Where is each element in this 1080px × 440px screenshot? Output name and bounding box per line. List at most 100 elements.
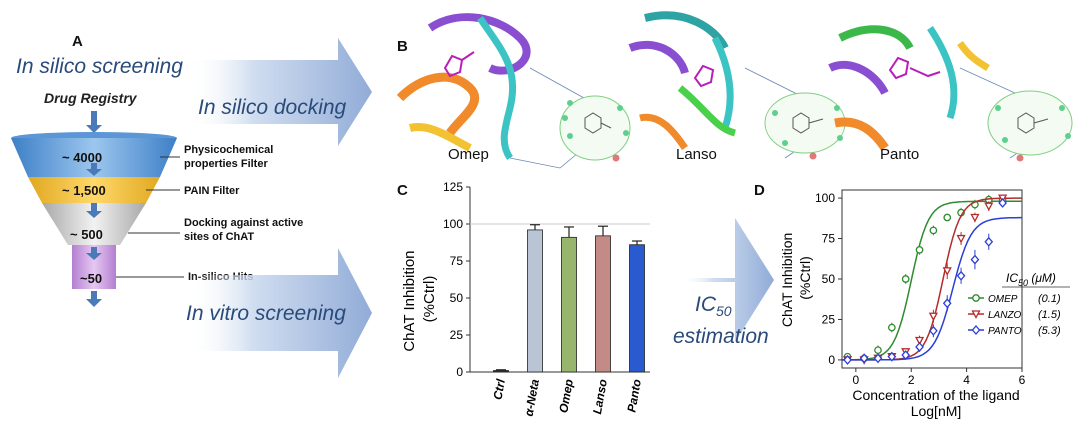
stage-2-count: ~ 1,500 <box>62 183 106 198</box>
bar-chart-ytick-label: 125 <box>443 180 463 194</box>
dose-response-ylabel: ChAT Inhibition (%Ctrl) <box>779 229 813 327</box>
legend-ic50-value: (0.1) <box>1038 293 1061 305</box>
stage-4-count: ~50 <box>80 271 103 286</box>
panel-a-title: In silico screening <box>16 55 183 78</box>
point-lanzo <box>914 336 925 346</box>
dose-response-xlabel-line2: Log[nM] <box>911 403 962 419</box>
panel-b-letter: B <box>397 38 408 55</box>
legend-marker <box>972 294 980 302</box>
bar-chart: ChAT Inhibition (%Ctrl) 0 25 50 75 100 125 Ct… <box>401 180 650 418</box>
bar-chart-ytick-label: 100 <box>443 217 463 231</box>
dose-response-frame <box>841 189 1023 369</box>
dose-response-ytick-label: 25 <box>822 312 836 326</box>
screening-funnel <box>11 111 184 307</box>
stage-3-count: ~ 500 <box>70 227 103 242</box>
point-lanzo <box>956 234 966 244</box>
docking-label-lanso: Lanso <box>676 146 717 163</box>
stage-3-note: Docking against active sites of ChAT <box>184 217 304 243</box>
legend-ic50-value: (1.5) <box>1038 309 1061 321</box>
point-panto <box>929 325 938 336</box>
bar-chart-ylabel-line2: (%Ctrl) <box>421 276 438 323</box>
bar-chart-ytick-label: 75 <box>450 254 464 268</box>
ic50-main: IC <box>695 293 716 316</box>
dose-response-xtick-label: 2 <box>908 373 915 387</box>
vitro-arrow <box>188 248 372 378</box>
bar-chart-ytick-label: 50 <box>450 291 464 305</box>
point-lanzo <box>942 267 952 276</box>
dose-response-xtick-label: 0 <box>853 373 860 387</box>
point-panto <box>859 353 869 364</box>
bar-category-label: α-Neta <box>522 378 542 418</box>
panel-d-letter: D <box>754 182 765 199</box>
panel-c-letter: C <box>397 182 408 199</box>
point-panto <box>843 354 852 365</box>
bar-2 <box>561 236 577 373</box>
dose-response-xlabel-line1: Concentration of the ligand <box>852 387 1019 403</box>
legend-ic50-value: (5.3) <box>1038 325 1061 337</box>
point-panto <box>901 350 911 361</box>
dose-response-ytick-label: 50 <box>822 272 836 286</box>
stage-1-note: Physicochemical properties Filter <box>184 144 274 170</box>
bar-3 <box>595 235 611 373</box>
point-lanzo <box>970 213 980 223</box>
docking-image-panto <box>828 25 1073 162</box>
bar-chart-ylabel-line1: ChAT Inhibition <box>401 251 418 352</box>
ic50-rest: estimation <box>673 325 769 349</box>
legend-series-name: OMEP <box>988 294 1018 305</box>
point-panto <box>998 197 1007 208</box>
dose-response-ytick-label: 100 <box>815 191 835 205</box>
bar-category-label: Omep <box>556 378 576 414</box>
point-omep <box>915 246 924 254</box>
stage-2-note: PAIN Filter <box>184 185 240 197</box>
vitro-label: In vitro screening <box>186 302 346 325</box>
legend-marker <box>971 310 981 319</box>
docking-images <box>396 11 1073 169</box>
point-omep <box>929 226 938 235</box>
funnel-stage-3 <box>42 203 146 245</box>
ic50-arrow <box>680 218 774 342</box>
dose-response-ytick-label: 75 <box>822 232 836 246</box>
bar-chart-ylabel: ChAT Inhibition (%Ctrl) <box>401 246 438 351</box>
docking-arrow <box>188 38 372 146</box>
bar-1 <box>527 229 543 373</box>
bar-4 <box>629 244 645 373</box>
bar-category-label: Ctrl <box>491 377 508 400</box>
drug-registry-label: Drug Registry <box>44 90 137 106</box>
point-lanzo <box>984 202 994 212</box>
point-panto <box>956 270 966 281</box>
bar-0 <box>493 370 509 373</box>
fit-curve-panto <box>842 216 1022 361</box>
point-panto <box>915 341 924 352</box>
point-panto <box>970 254 980 265</box>
bar-category-label: Lanso <box>590 378 610 415</box>
dose-response-xtick-label: 4 <box>963 373 970 387</box>
point-omep <box>874 346 882 355</box>
funnel-stage-1 <box>11 138 177 177</box>
docking-label-panto: Panto <box>880 146 920 163</box>
point-panto <box>984 236 994 247</box>
bar-chart-ytick-label: 25 <box>450 328 464 342</box>
point-omep <box>943 213 952 222</box>
docking-label-omep: Omep <box>448 146 489 163</box>
panel-a-letter: A <box>72 33 83 50</box>
stage-1-count: ~ 4000 <box>62 150 103 165</box>
docking-image-omep <box>396 13 631 169</box>
dose-response-ytick-label: 0 <box>828 353 835 367</box>
point-panto <box>873 353 883 364</box>
point-panto <box>942 298 952 309</box>
bar-category-label: Panto <box>624 378 644 413</box>
dose-response-chart: ChAT Inhibition (%Ctrl) Concentration of… <box>779 189 1070 419</box>
dose-response-ylabel-line1: ChAT Inhibition <box>779 233 795 327</box>
funnel-stage-2 <box>28 177 160 203</box>
docking-image-lanso <box>628 11 846 160</box>
bar-chart-ytick-label: 0 <box>456 365 463 379</box>
legend-series-name: PANTO <box>988 326 1022 337</box>
point-lanzo <box>928 312 938 322</box>
dose-response-xtick-label: 6 <box>1019 373 1026 387</box>
dose-response-ylabel-line2: (%Ctrl) <box>797 256 813 300</box>
point-panto <box>887 351 897 362</box>
docking-label: In silico docking <box>198 96 347 119</box>
legend-title: IC50 (μM) <box>1006 271 1056 288</box>
ic50-label: IC50 estimation <box>673 292 769 350</box>
